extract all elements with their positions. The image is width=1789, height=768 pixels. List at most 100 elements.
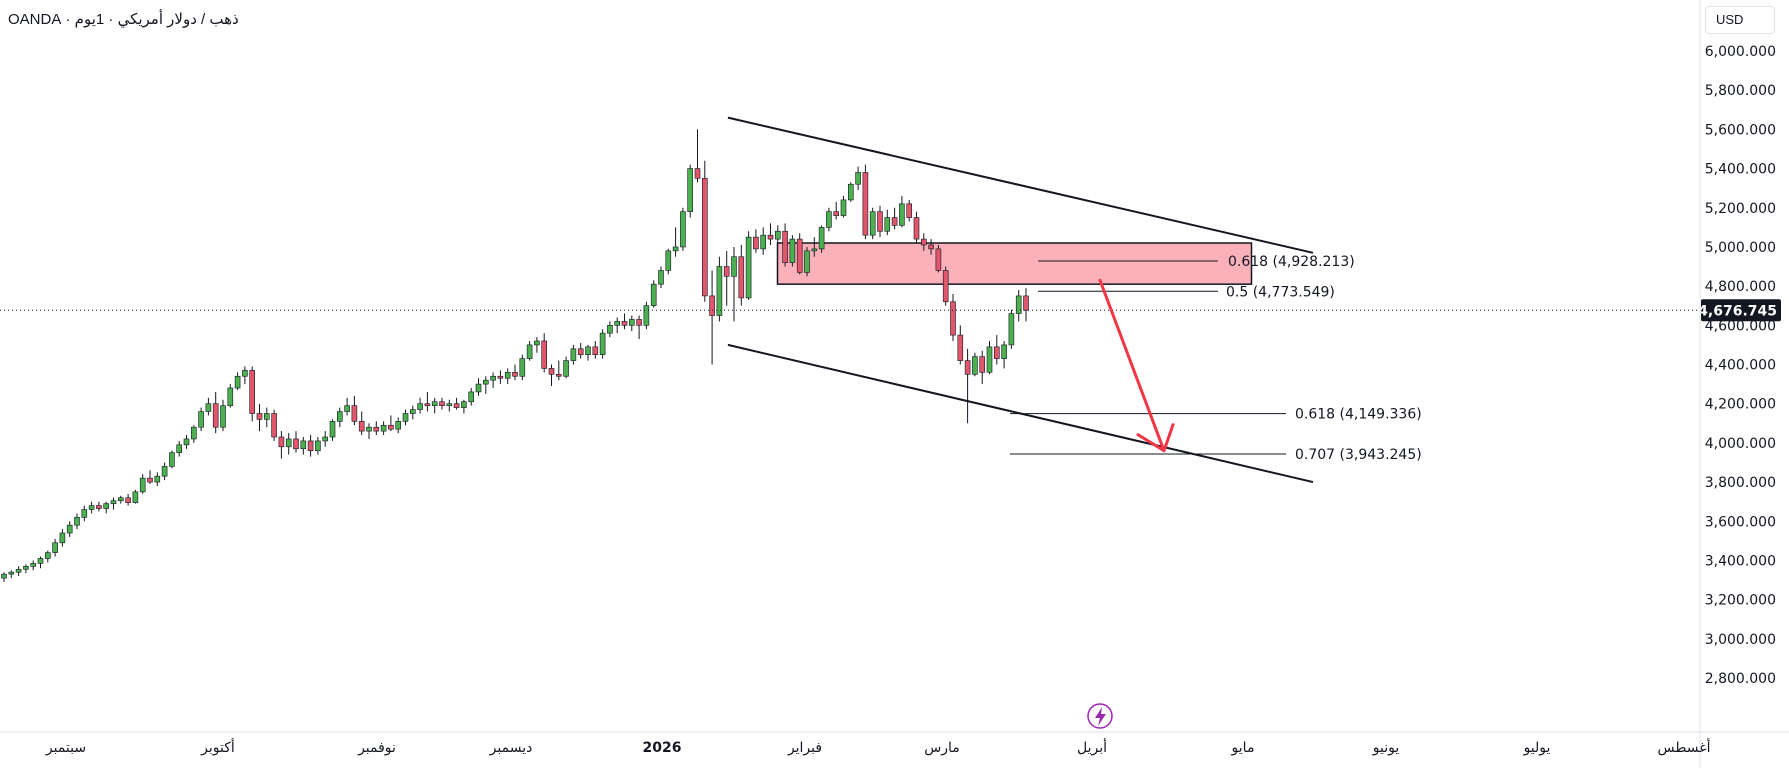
candle-body-down [694,168,701,179]
supply-zone-rect [776,242,1253,285]
candle-body-up [30,563,37,567]
candle-body-up [88,505,95,510]
candle-body-down [877,211,883,232]
candle-body-up [154,475,161,483]
y-axis-tick-label: 5,400.000 [1705,162,1776,178]
candle-body-up [66,524,73,534]
y-axis-tick-label: 5,600.000 [1705,122,1776,138]
candle-body-down [548,368,555,375]
candle-body-up [52,542,58,553]
candle-body-up [1,573,7,579]
candle-body-up [461,401,467,408]
candle-body-up [169,452,175,467]
candle-body-down [577,348,584,356]
candle-body-down [979,356,986,373]
candle-body-up [643,305,650,326]
candle-body-up [504,372,511,379]
candle-body-down [767,234,774,240]
candle-body-up [344,405,350,412]
y-axis-tick-label: 3,400.000 [1705,553,1776,569]
candle-body-up [818,227,825,250]
candle-body-up [285,438,292,448]
candle-body-down [993,346,1000,359]
candle-body-up [1001,344,1007,359]
candle-body-up [1008,313,1015,346]
y-axis-tick-label: 5,200.000 [1705,201,1776,217]
candle-body-down [307,440,314,452]
candle-body-down [928,244,934,250]
candle-body-up [139,477,146,493]
candle-body-down [453,403,460,408]
candle-body-up [884,217,891,232]
candle-body-up [672,246,679,252]
y-axis-tick-label: 2,800.000 [1705,671,1776,687]
candle-body-down [358,421,365,432]
forecast-arrow-head [1136,423,1175,453]
candle-body-up [183,438,190,446]
candle-body-up [322,436,329,442]
candle-body-up [563,360,569,377]
candle-body-up [417,403,423,410]
candle-body-down [278,436,285,448]
symbol-title: ذهب / دولار أمريكي · 1يوم · OANDA [8,11,239,28]
candle-body-down [913,217,920,240]
x-axis-tick-label: ديسمبر [489,740,533,756]
fib-level-label: 0.5 (4,773.549) [1226,284,1335,300]
y-axis-tick-label: 3,800.000 [1705,475,1776,491]
candle-body-down [964,360,971,375]
candle-body-up [198,411,204,428]
y-axis-tick-label: 4,600.000 [1705,318,1776,334]
candle-body-down [957,334,964,361]
y-axis-tick-label: 5,800.000 [1705,83,1776,99]
candle-body-up [191,426,197,440]
candle-body-up [680,211,686,248]
supply-zone-layer [776,242,1253,285]
candle-body-down [906,203,913,218]
candle-body-up [103,503,109,509]
candle-body-up [847,183,854,201]
candle-body-down [701,178,708,297]
candle-body-up [855,172,861,185]
y-axis-tick-label: 4,200.000 [1705,397,1776,413]
candle-body-up [234,375,241,389]
currency-button[interactable]: USD [1705,6,1775,34]
candle-body-up [110,500,117,504]
candle-body-up [972,356,978,375]
candle-body-down [373,426,380,432]
candle-body-down [271,413,277,438]
candle-body-down [738,256,745,299]
candle-body-down [920,238,927,246]
x-axis-tick-label: أغسطس [1657,738,1710,756]
y-axis-tick-label: 3,000.000 [1705,632,1776,648]
x-axis-tick-label: مارس [924,740,960,756]
candle-body-down [942,270,949,303]
x-axis-tick-label: 2026 [643,740,682,756]
candle-body-up [1015,295,1022,314]
candle-body-up [607,325,613,334]
candle-body-up [614,321,621,326]
candle-body-up [366,426,372,432]
candle-body-up [658,270,664,285]
candle-body-up [15,568,22,573]
candle-body-up [176,444,182,453]
y-axis-tick-label: 6,000.000 [1705,44,1776,60]
candle-body-up [446,403,453,406]
candle-body-up [409,409,416,414]
y-axis-tick-label: 3,200.000 [1705,593,1776,609]
candle-body-down [592,346,599,356]
candle-body-down [709,295,715,316]
candle-body-up [731,256,737,277]
candle-body-up [687,168,694,212]
candle-body-up [534,340,540,346]
candle-body-up [44,552,51,559]
last-price-label: 4,676.745 [1698,303,1777,319]
candle-body-down [1023,295,1029,311]
fib-level-label: 0.707 (3,943.245) [1295,447,1422,463]
candle-body-up [227,387,234,406]
candle-body-up [899,203,905,226]
candle-body-down [541,340,548,369]
candle-body-up [570,348,577,361]
candle-body-up [37,558,44,564]
